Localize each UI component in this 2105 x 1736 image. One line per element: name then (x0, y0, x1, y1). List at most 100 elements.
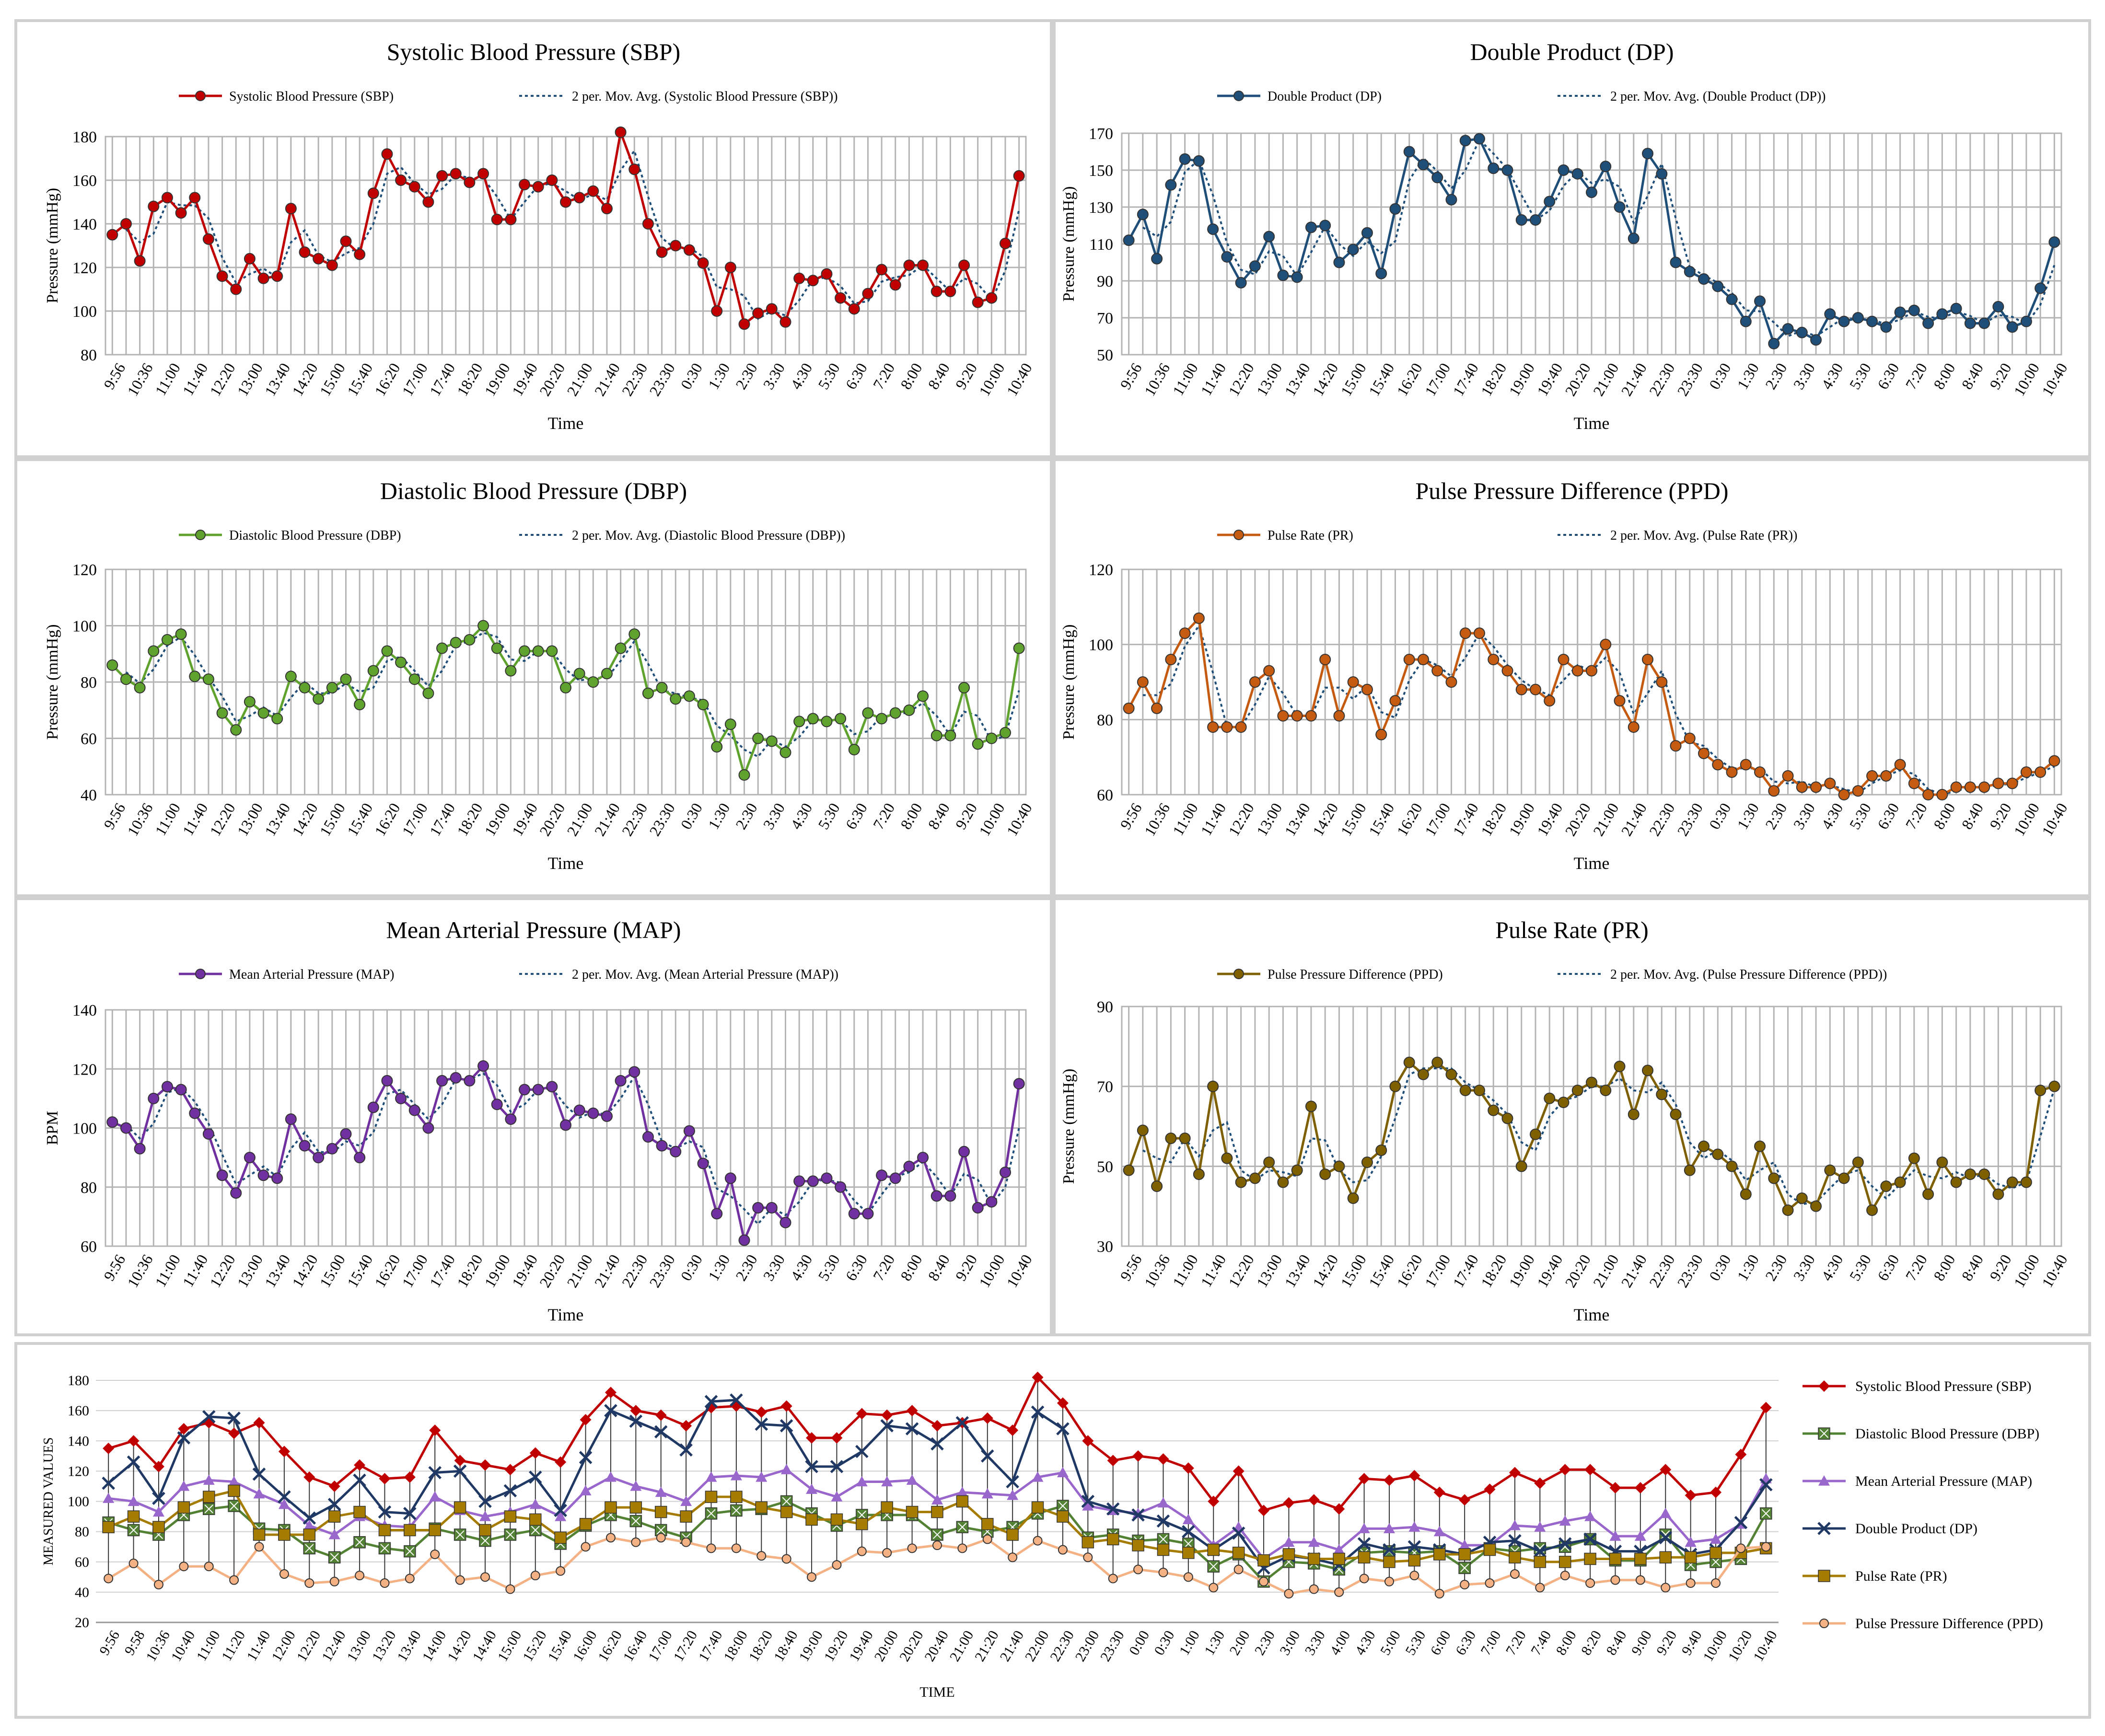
data-point (1361, 683, 1373, 695)
x-tick-label: 3:30 (1790, 1251, 1818, 1284)
data-point (1922, 1188, 1934, 1200)
data-point (1740, 1188, 1752, 1200)
data-point (848, 303, 860, 315)
y-axis-label: Pressure (mmHg) (44, 188, 61, 303)
data-point (285, 1113, 297, 1125)
data-point (1384, 1576, 1394, 1586)
data-point (380, 1578, 390, 1588)
chart-dbp: Diastolic Blood Pressure (DBP) Diastolic … (44, 477, 1035, 873)
data-point (855, 1445, 869, 1458)
y-tick-label: 70 (1097, 1078, 1113, 1096)
data-point (1347, 243, 1359, 255)
data-point (1417, 1068, 1429, 1080)
x-tick-label: 13:00 (1253, 800, 1286, 839)
legend-label-series: Mean Arterial Pressure (MAP) (229, 967, 394, 982)
chart-title: Pulse Pressure Difference (PPD) (1415, 477, 1728, 504)
data-point (202, 233, 214, 245)
data-point (679, 1443, 693, 1457)
data-point (505, 1584, 515, 1594)
data-point (228, 1427, 240, 1439)
x-axis-label: Time (1574, 1305, 1610, 1324)
x-tick-label: 21:40 (591, 1251, 624, 1290)
data-point (1634, 1482, 1646, 1494)
data-point (862, 1208, 874, 1220)
x-tick-label: 17:40 (1449, 800, 1482, 839)
data-point (1249, 676, 1261, 688)
x-tick-label: 14:20 (289, 800, 321, 839)
data-point (1609, 1552, 1622, 1565)
chart-title: Systolic Blood Pressure (SBP) (387, 38, 681, 65)
data-point (1108, 1574, 1118, 1584)
data-point (683, 690, 695, 702)
x-tick-label: 7:00 (1477, 1628, 1504, 1658)
data-point (1534, 1477, 1546, 1489)
data-point (705, 1491, 718, 1503)
data-point (554, 1504, 567, 1517)
x-tick-label: 13:40 (394, 1628, 424, 1664)
data-point (1698, 273, 1710, 285)
data-point (1501, 1112, 1513, 1124)
panel-combined (14, 1342, 2091, 1719)
data-point (1123, 702, 1135, 714)
data-point (601, 203, 613, 215)
data-point (505, 665, 517, 677)
x-tick-label: 22:30 (1047, 1628, 1077, 1664)
x-tick-label: 9:56 (1116, 800, 1145, 832)
data-point (604, 1404, 617, 1417)
data-point (253, 1417, 265, 1429)
data-point (479, 1524, 491, 1537)
x-tick-label: 20:40 (921, 1628, 952, 1664)
legend-marker (195, 91, 206, 101)
chart-title: Double Product (DP) (1470, 38, 1674, 65)
data-point (428, 1466, 442, 1480)
x-tick-label: 12:20 (1225, 360, 1257, 399)
data-point (1992, 1188, 2004, 1200)
data-point (189, 192, 201, 204)
data-point (1894, 306, 1906, 318)
data-point (1768, 337, 1780, 349)
x-tick-label: 15:40 (1365, 360, 1398, 399)
data-point (730, 1491, 743, 1503)
series-pr (102, 1484, 1772, 1568)
data-point (917, 259, 929, 271)
moving-average-line (1142, 623, 2055, 796)
data-point (1408, 1554, 1421, 1567)
data-point (862, 288, 874, 300)
x-tick-label: 5:30 (1402, 1628, 1429, 1658)
data-point (1880, 321, 1892, 333)
x-tick-label: 17:00 (1421, 800, 1454, 839)
x-tick-label: 21:00 (947, 1628, 977, 1664)
data-point (257, 1169, 269, 1181)
data-point (1259, 1576, 1269, 1586)
data-point (1735, 1448, 1747, 1460)
x-tick-label: 19:00 (1505, 1251, 1538, 1290)
data-point (128, 1495, 140, 1506)
y-tick-label: 50 (1097, 347, 1113, 364)
y-tick-label: 60 (81, 1238, 97, 1256)
data-point (1305, 1100, 1317, 1112)
data-point (738, 1234, 750, 1246)
data-point (505, 213, 517, 225)
data-point (579, 1451, 593, 1464)
data-point (1866, 770, 1878, 782)
y-axis-label: MEASURED VALUES (41, 1437, 56, 1565)
data-point (271, 713, 283, 725)
legend-label-series: Diastolic Blood Pressure (DBP) (229, 528, 401, 543)
data-point (930, 1437, 944, 1451)
data-point (555, 1511, 567, 1521)
x-tick-label: 15:00 (1337, 800, 1370, 839)
data-point (1207, 1543, 1220, 1556)
data-point (1571, 168, 1583, 180)
data-point (1782, 323, 1794, 335)
data-point (1006, 1475, 1019, 1489)
x-tick-label: 21:00 (563, 1251, 596, 1290)
data-point (1083, 1552, 1093, 1562)
data-point (504, 1510, 517, 1523)
chart-title: Diastolic Blood Pressure (DBP) (380, 477, 687, 504)
x-tick-label: 23:30 (1674, 360, 1706, 399)
data-point (1712, 1148, 1724, 1160)
data-point (429, 1424, 441, 1436)
data-point (642, 218, 654, 230)
data-point (1433, 1486, 1445, 1498)
